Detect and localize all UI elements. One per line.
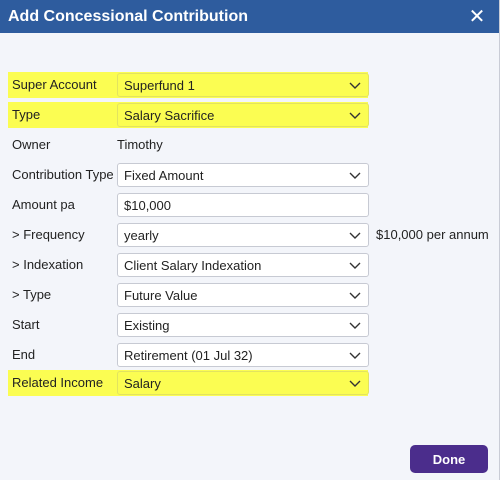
chevron-down-icon	[349, 262, 361, 269]
related-income-select[interactable]: Salary	[117, 371, 369, 395]
chevron-down-icon	[349, 380, 361, 387]
start-select[interactable]: Existing	[117, 313, 369, 337]
frequency-summary: $10,000 per annum	[376, 227, 489, 242]
related-income-value: Salary	[124, 375, 161, 391]
related-income-label: Related Income	[12, 375, 104, 390]
indexation-row: > Indexation Client Salary Indexation	[8, 252, 369, 278]
end-label: End	[12, 347, 36, 362]
value-type-value: Future Value	[124, 287, 198, 303]
chevron-down-icon	[349, 292, 361, 299]
dialog-titlebar: Add Concessional Contribution ✕	[0, 0, 499, 33]
contribution-type-value: Fixed Amount	[124, 167, 204, 183]
amount-pa-label: Amount pa	[12, 197, 75, 212]
start-row: Start Existing	[8, 312, 369, 338]
end-row: End Retirement (01 Jul 32)	[8, 342, 369, 368]
chevron-down-icon	[349, 112, 361, 119]
frequency-select[interactable]: yearly	[117, 223, 369, 247]
contribution-type-label: Contribution Type	[12, 167, 114, 182]
owner-label: Owner	[12, 137, 51, 152]
amount-pa-value: $10,000	[124, 197, 171, 213]
chevron-down-icon	[349, 352, 361, 359]
type-select[interactable]: Salary Sacrifice	[117, 103, 369, 127]
super-account-row: Super Account Superfund 1	[8, 72, 369, 98]
super-account-value: Superfund 1	[124, 77, 195, 93]
contribution-type-row: Contribution Type Fixed Amount	[8, 162, 369, 188]
frequency-row: > Frequency yearly $10,000 per annum	[8, 222, 489, 248]
end-value: Retirement (01 Jul 32)	[124, 347, 253, 363]
type-row: Type Salary Sacrifice	[8, 102, 369, 128]
indexation-label: > Indexation	[12, 257, 84, 272]
start-label: Start	[12, 317, 40, 332]
value-type-label: > Type	[12, 287, 52, 302]
start-value: Existing	[124, 317, 170, 333]
chevron-down-icon	[349, 82, 361, 89]
dialog-title: Add Concessional Contribution	[8, 7, 248, 25]
indexation-select[interactable]: Client Salary Indexation	[117, 253, 369, 277]
chevron-down-icon	[349, 232, 361, 239]
amount-pa-input[interactable]: $10,000	[117, 193, 369, 217]
related-income-row: Related Income Salary	[8, 370, 369, 396]
value-type-select[interactable]: Future Value	[117, 283, 369, 307]
frequency-value: yearly	[124, 227, 159, 243]
frequency-label: > Frequency	[12, 227, 85, 242]
chevron-down-icon	[349, 172, 361, 179]
owner-row: Owner Timothy	[8, 132, 368, 158]
type-label: Type	[12, 107, 41, 122]
done-button[interactable]: Done	[410, 445, 488, 473]
amount-pa-row: Amount pa $10,000	[8, 192, 369, 218]
type-value: Salary Sacrifice	[124, 107, 215, 123]
close-icon[interactable]: ✕	[468, 5, 486, 28]
owner-value: Timothy	[117, 137, 163, 152]
end-select[interactable]: Retirement (01 Jul 32)	[117, 343, 369, 367]
contribution-type-select[interactable]: Fixed Amount	[117, 163, 369, 187]
chevron-down-icon	[349, 322, 361, 329]
indexation-value: Client Salary Indexation	[124, 257, 262, 273]
super-account-label: Super Account	[12, 77, 97, 92]
super-account-select[interactable]: Superfund 1	[117, 73, 369, 97]
value-type-row: > Type Future Value	[8, 282, 369, 308]
